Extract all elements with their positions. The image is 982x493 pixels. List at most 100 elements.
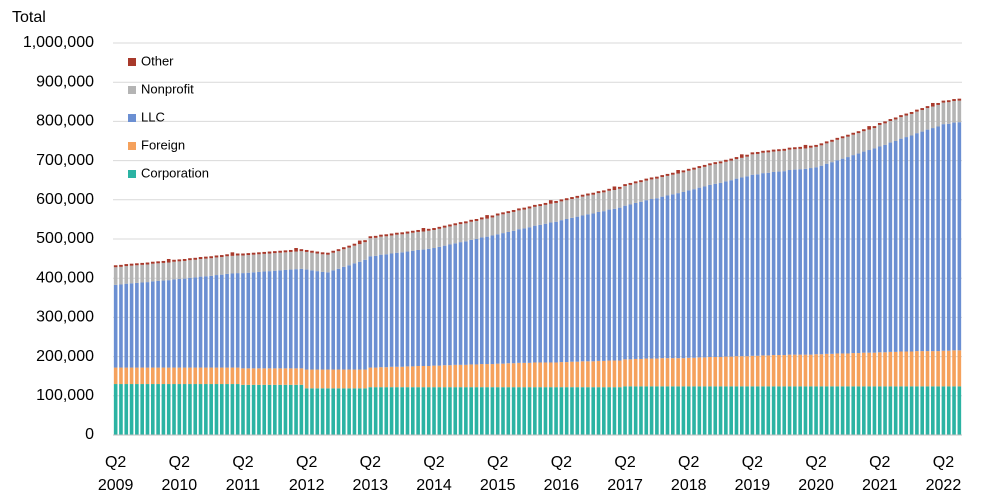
bar-segment	[527, 362, 532, 388]
bar-segment	[533, 362, 537, 388]
bar-segment	[793, 354, 797, 387]
bar-segment	[315, 253, 320, 272]
bar-segment	[479, 387, 484, 435]
bar-segment	[586, 214, 590, 362]
bar-segment	[156, 280, 160, 368]
bar-segment	[214, 255, 219, 258]
y-tick-label: 1,000,000	[23, 34, 94, 51]
bar-segment	[793, 149, 797, 170]
x-tick-label: 2018	[671, 477, 707, 493]
bar-segment	[373, 235, 378, 238]
bar-segment	[405, 251, 410, 367]
bar-segment	[739, 356, 744, 387]
bar-segment	[113, 284, 118, 368]
legend-swatch	[128, 58, 136, 66]
bar-segment	[278, 250, 282, 253]
bar-segment	[246, 384, 251, 435]
bar-segment	[808, 354, 813, 387]
bar-segment	[782, 386, 787, 435]
bar-segment	[150, 261, 155, 264]
x-tick-label: 2017	[607, 477, 643, 493]
bar-segment	[793, 386, 797, 435]
bar-segment	[368, 238, 373, 257]
bar-segment	[357, 240, 362, 245]
bar-segment	[145, 384, 150, 435]
bar-segment	[326, 369, 330, 389]
bar-segment	[888, 351, 893, 387]
bar-segment	[395, 232, 399, 235]
bar-segment	[867, 129, 871, 151]
bar-segment	[304, 388, 309, 435]
bar-segment	[150, 384, 155, 435]
bar-segment	[830, 162, 834, 354]
bar-segment	[952, 386, 956, 435]
bar-segment	[952, 350, 956, 387]
bar-segment	[750, 174, 755, 356]
bar-segment	[352, 263, 357, 370]
bar-segment	[177, 367, 182, 385]
bar-segment	[808, 168, 813, 355]
bar-segment	[824, 353, 829, 387]
bar-segment	[230, 384, 235, 435]
bar-segment	[893, 351, 898, 387]
x-tick-label: Q2	[360, 454, 381, 471]
bar-segment	[193, 367, 198, 385]
bar-segment	[278, 270, 282, 369]
bar-segment	[458, 364, 463, 388]
x-tick-label: 2011	[226, 477, 261, 493]
bar-segment	[946, 350, 951, 387]
bar-segment	[129, 265, 134, 284]
y-tick-label: 300,000	[36, 309, 94, 326]
bar-segment	[639, 201, 643, 359]
bar-segment	[697, 166, 702, 169]
bar-segment	[193, 259, 198, 278]
bar-segment	[246, 255, 251, 273]
bar-segment	[628, 204, 633, 360]
bar-segment	[649, 358, 654, 387]
bar-segment	[617, 207, 622, 361]
bar-segment	[225, 254, 229, 257]
bar-segment	[166, 258, 171, 263]
bar-segment	[665, 175, 670, 196]
bar-segment	[713, 386, 718, 435]
bar-segment	[777, 171, 781, 356]
bar-segment	[479, 217, 484, 220]
bar-segment	[310, 369, 314, 389]
bar-segment	[119, 284, 123, 368]
bar-segment	[288, 384, 293, 435]
bar-segment	[835, 160, 840, 354]
bar-segment	[469, 387, 473, 435]
bar-segment	[941, 386, 946, 435]
bar-segment	[140, 264, 144, 283]
bar-segment	[655, 176, 659, 179]
bar-segment	[538, 206, 542, 225]
bar-segment	[495, 213, 500, 216]
bar-segment	[310, 250, 314, 253]
bar-segment	[931, 351, 935, 387]
bar-segment	[310, 270, 314, 370]
bar-segment	[628, 182, 633, 185]
bar-segment	[421, 228, 426, 232]
bar-segment	[166, 280, 171, 368]
bar-segment	[798, 169, 802, 355]
bar-segment	[172, 384, 176, 435]
bar-segment	[172, 367, 176, 385]
bar-segment	[193, 257, 198, 260]
bar-segment	[793, 147, 797, 150]
bar-segment	[676, 386, 680, 435]
bar-segment	[660, 386, 665, 435]
bar-segment	[840, 386, 845, 435]
bar-segment	[686, 168, 691, 171]
x-tick-label: 2012	[289, 477, 325, 493]
bar-segment	[543, 202, 548, 205]
bar-segment	[692, 357, 696, 387]
bar-segment	[909, 351, 914, 387]
bar-segment	[426, 366, 431, 388]
bar-segment	[771, 386, 776, 435]
bar-segment	[883, 123, 887, 145]
bar-segment	[400, 252, 404, 367]
bar-segment	[846, 136, 850, 158]
bar-segment	[702, 357, 707, 387]
bar-segment	[867, 126, 871, 130]
bar-segment	[771, 355, 776, 387]
